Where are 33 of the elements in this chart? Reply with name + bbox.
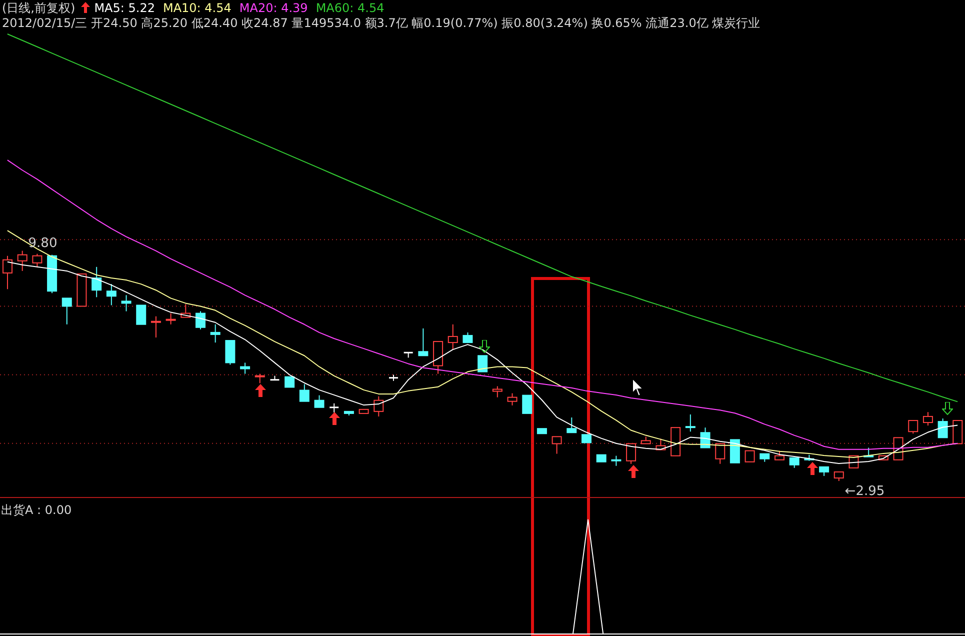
candlestick [240, 362, 250, 374]
candlestick [819, 466, 830, 476]
text: MA20: 4.39 [239, 1, 308, 15]
candlestick [62, 298, 72, 325]
chart-title: 出货A : 0.00 [1, 502, 72, 519]
candlestick [225, 340, 236, 366]
candlestick [730, 439, 740, 464]
candlestick [136, 304, 146, 325]
candlestick [299, 384, 310, 402]
candlestick [121, 294, 132, 312]
annotation: 9.80 [28, 236, 58, 251]
text: ←2.95 [844, 484, 885, 499]
text: MA5: 5.22 [94, 1, 155, 15]
candlestick [418, 328, 428, 356]
candlestick [611, 455, 622, 466]
candlestick [210, 324, 220, 344]
candlestick [566, 416, 577, 434]
text: MA10: 4.54 [162, 1, 232, 15]
candlestick [789, 457, 800, 468]
candlestick [92, 266, 102, 298]
candlestick [462, 332, 473, 344]
candlestick [106, 284, 116, 306]
candlestick [196, 310, 206, 330]
candlestick [522, 394, 532, 414]
candlestick [150, 316, 161, 338]
text: MA60: 4.54 [316, 1, 384, 15]
candlestick [938, 418, 948, 438]
candlestick [478, 355, 488, 372]
candlestick [685, 414, 696, 432]
chart-subtitle: 2012/02/15/三 开24.50 高25.20 低24.40 收24.87 量149534.0 额3.7亿 幅0.19(0.77%) 振0.80(3.24%) 换0.65% 流通23.0亿 煤炭行业 [2, 16, 760, 31]
candlestick [284, 376, 295, 388]
chart-title: (日线,前复权) [2, 1, 76, 15]
candlestick [314, 394, 324, 408]
